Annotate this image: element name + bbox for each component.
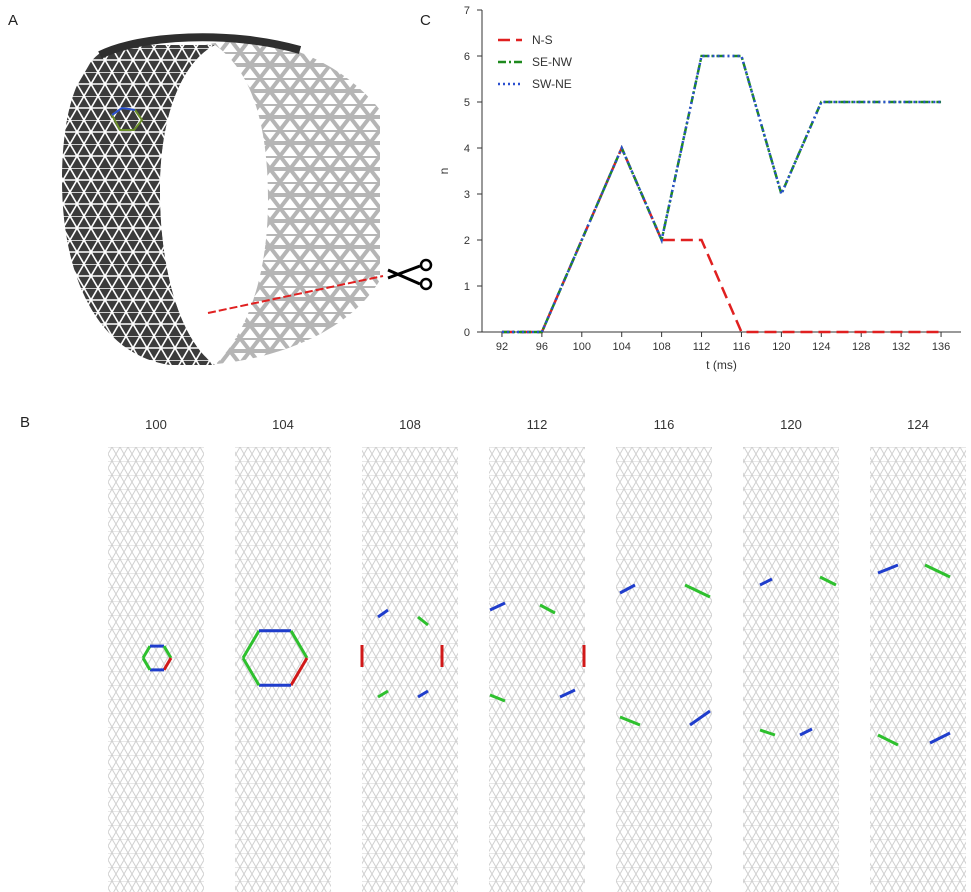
defect-segment (877, 563, 899, 575)
legend-label-1: SE-NW (532, 55, 573, 69)
cut-line (207, 275, 384, 314)
defect-segment (289, 657, 309, 686)
strip-time-label: 104 (272, 417, 294, 432)
scissors-icon (387, 258, 433, 291)
x-tick-label: 100 (573, 341, 591, 353)
defect-segment (141, 645, 152, 659)
x-tick-label: 96 (536, 341, 548, 353)
defect-segment (289, 630, 309, 659)
line-chart: 92 96 100 104 108 112 116 120 124 128 132 136 0 1 2 3 4 5… (437, 5, 961, 372)
y-tick-label: 5 (464, 97, 470, 109)
defect-segment (619, 715, 641, 727)
defect-segment (759, 577, 773, 587)
x-axis-title: t (ms) (706, 358, 737, 372)
cylinder-opening (160, 45, 268, 365)
chart-series (501, 54, 942, 334)
panel-letter-c: C (420, 12, 431, 29)
defect-segment (241, 630, 261, 659)
strips: 100 104 108 112 116 120 124 (108, 417, 966, 892)
cylinder-illustration (62, 33, 433, 366)
x-tick-label: 112 (693, 341, 711, 353)
defect-segment (141, 657, 152, 671)
defect-segment (559, 688, 576, 699)
strip-time-label: 100 (145, 417, 167, 432)
series-line-1 (501, 54, 942, 334)
x-tick-label: 136 (932, 341, 950, 353)
strip-time-label: 112 (527, 417, 548, 432)
y-tick-label: 0 (464, 327, 470, 339)
defect-segment (162, 657, 173, 671)
x-tick-label: 92 (496, 341, 508, 353)
x-tick-label: 104 (613, 341, 631, 353)
lattice-strip (870, 447, 966, 892)
panel-letter-b: B (20, 414, 31, 431)
x-tick-label: 108 (652, 341, 670, 353)
defect-segment (489, 601, 506, 612)
defect-segment (539, 603, 556, 615)
defect-segment (417, 615, 429, 627)
defect-segment (684, 583, 711, 599)
chart-legend: N-S SE-NW SW-NE (498, 33, 573, 91)
cylinder-outer-surface (62, 44, 215, 366)
y-tick-label: 4 (464, 143, 470, 155)
defect-segment (489, 693, 506, 703)
defect-segment (799, 727, 813, 737)
strip-sequence: 100 104 108 112 116 120 124 (108, 417, 966, 892)
y-tick-label: 7 (464, 5, 470, 17)
legend-label-0: N-S (532, 33, 553, 47)
x-tick-label: 116 (733, 341, 751, 353)
x-tick-label: 124 (812, 341, 830, 353)
strip-time-label: 116 (654, 417, 675, 432)
lattice-strip (743, 447, 839, 892)
lattice-strip (362, 447, 458, 892)
legend-label-2: SW-NE (532, 77, 572, 91)
defect-segment (759, 728, 776, 737)
x-tick-label: 132 (892, 341, 910, 353)
defect-segment (162, 645, 173, 659)
defect-segment (377, 608, 389, 619)
defect-segment (689, 709, 711, 727)
strip-time-label: 120 (780, 417, 802, 432)
chart-axes: 92 96 100 104 108 112 116 120 124 128 132 136 0 1 2 3 4 5… (464, 5, 961, 353)
y-tick-label: 2 (464, 235, 470, 247)
defect-segment (924, 563, 951, 579)
defect-segment (619, 583, 636, 595)
y-tick-label: 6 (464, 51, 470, 63)
x-tick-label: 128 (852, 341, 870, 353)
series-line-0 (501, 144, 942, 334)
lattice-strip (489, 447, 585, 892)
lattice-strip (616, 447, 712, 892)
defect-segment (819, 575, 837, 587)
defect-segment (929, 731, 951, 745)
y-tick-label: 1 (464, 281, 470, 293)
y-axis-title: n (437, 168, 451, 175)
panel-letter-a: A (8, 12, 19, 29)
strip-time-label: 108 (399, 417, 421, 432)
strip-time-label: 124 (907, 417, 929, 432)
y-tick-label: 3 (464, 189, 470, 201)
defect-segment (877, 733, 899, 747)
defect-segment (417, 689, 429, 699)
defect-segment (377, 689, 389, 699)
x-tick-label: 120 (772, 341, 790, 353)
series-line-2 (501, 54, 942, 334)
defect-segment (241, 657, 261, 686)
